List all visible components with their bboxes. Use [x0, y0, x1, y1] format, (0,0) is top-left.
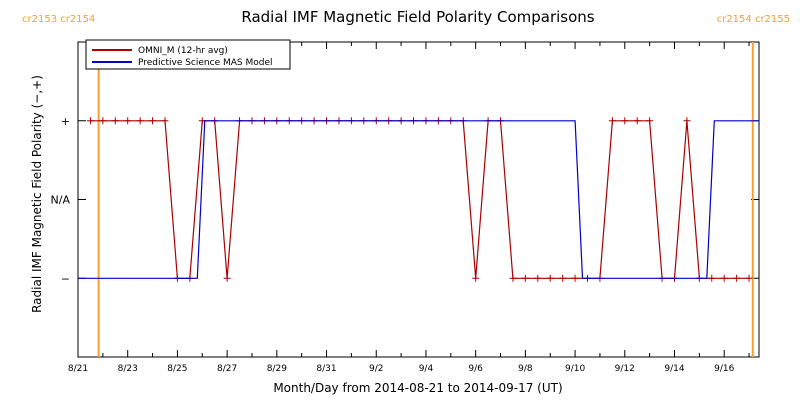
legend-box [85, 39, 291, 70]
legend-label: OMNI_M (12-hr avg) [138, 46, 228, 56]
x-tick-label: 9/12 [615, 364, 635, 374]
data-point-marker [708, 274, 716, 282]
mas-model-polarity-line [78, 120, 759, 279]
data-point-marker [521, 274, 529, 282]
x-tick-label: 9/14 [664, 364, 684, 374]
data-point-marker [559, 274, 567, 282]
data-point-marker [124, 117, 132, 125]
data-point-marker [136, 117, 144, 125]
x-tick-label: 8/21 [68, 364, 88, 374]
x-axis-label: Month/Day from 2014-08-21 to 2014-09-17 … [273, 381, 562, 395]
x-tick-label: 9/16 [714, 364, 734, 374]
data-point-marker [683, 117, 691, 125]
x-tick-label: 8/23 [118, 364, 138, 374]
y-axis-label: Radial IMF Magnetic Field Polarity (−,+) [30, 75, 44, 313]
data-point-marker [608, 117, 616, 125]
data-point-marker [633, 117, 641, 125]
legend-label: Predictive Science MAS Model [138, 58, 273, 68]
data-point-marker [733, 274, 741, 282]
plot-frame [77, 41, 760, 358]
x-tick-label: 9/8 [518, 364, 533, 374]
x-tick-label: 8/29 [267, 364, 287, 374]
data-point-marker [745, 274, 753, 282]
data-point-marker [149, 117, 157, 125]
axes-layer: 8/21 8/23 8/25 8/27 8/29 8/31 9/2 9/4 9/6 9/8 9/10… [22, 14, 790, 374]
data-point-marker [546, 274, 554, 282]
data-point-marker [86, 117, 94, 125]
data-point-marker [99, 117, 107, 125]
data-point-marker [571, 274, 579, 282]
data-point-marker [646, 117, 654, 125]
series-layer [78, 117, 759, 282]
data-point-marker [223, 274, 231, 282]
data-point-marker [534, 274, 542, 282]
data-point-marker [472, 274, 480, 282]
y-tick-label: N/A [51, 194, 71, 207]
chart-title: Radial IMF Magnetic Field Polarity Compa… [241, 8, 594, 26]
carrington-label: cr2154 cr2155 [717, 14, 790, 25]
carrington-label: cr2153 cr2154 [22, 14, 95, 25]
data-point-marker [720, 274, 728, 282]
x-tick-label: 8/27 [217, 364, 237, 374]
y-tick-label: − [61, 272, 70, 285]
data-point-marker [621, 117, 629, 125]
x-tick-label: 9/6 [468, 364, 483, 374]
omni-polarity-line [90, 120, 750, 279]
y-tick-label: + [61, 115, 70, 128]
x-tick-label: 9/2 [369, 364, 383, 374]
data-point-marker [509, 274, 517, 282]
x-tick-label: 9/4 [419, 364, 434, 374]
x-tick-label: 8/31 [316, 364, 336, 374]
data-point-marker [161, 117, 169, 125]
x-tick-label: 8/25 [167, 364, 187, 374]
data-point-marker [111, 117, 119, 125]
x-tick-label: 9/10 [565, 364, 585, 374]
chart-legend: OMNI_M (12-hr avg) Predictive Science MAS… [85, 39, 291, 70]
